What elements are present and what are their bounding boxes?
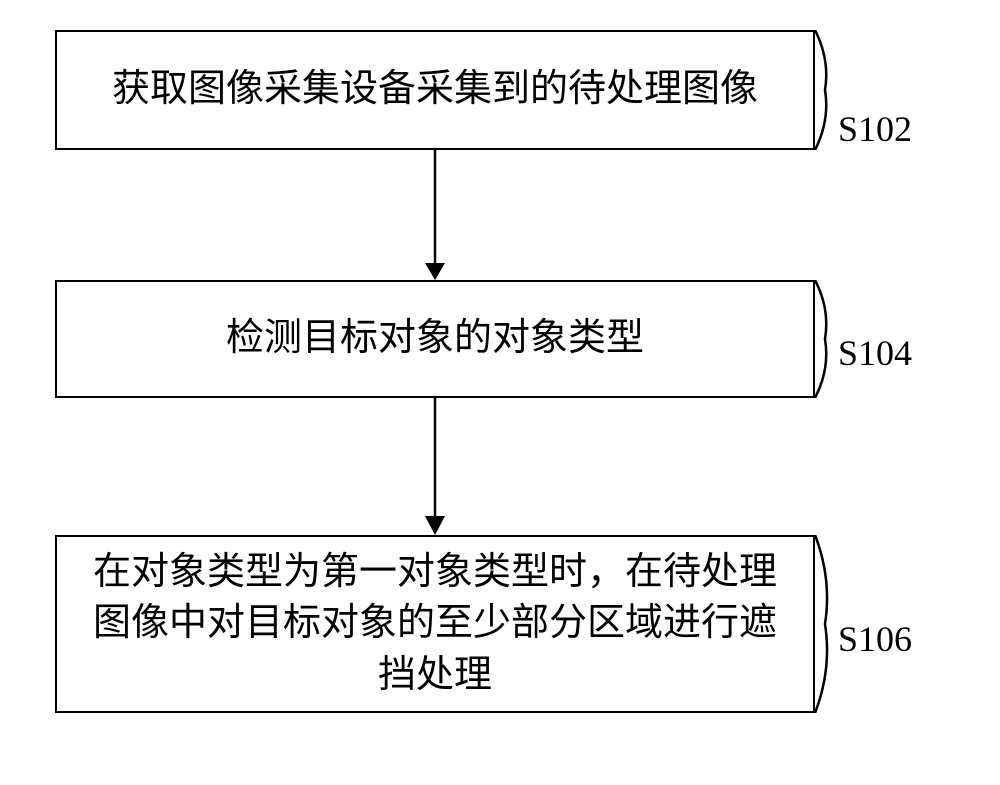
flow-step-label-s102: S102 <box>838 108 912 150</box>
flow-step-label-s104: S104 <box>838 332 912 374</box>
flow-step-s102: 获取图像采集设备采集到的待处理图像 <box>55 30 815 150</box>
flow-arrow <box>415 398 455 537</box>
flow-step-text: 检测目标对象的对象类型 <box>226 313 644 364</box>
flow-step-text: 获取图像采集设备采集到的待处理图像 <box>112 64 758 115</box>
flow-step-s106: 在对象类型为第一对象类型时，在待处理图像中对目标对象的至少部分区域进行遮挡处理 <box>55 535 815 713</box>
flow-arrow <box>415 150 455 282</box>
flow-step-label-s106: S106 <box>838 618 912 660</box>
flowchart-canvas: 获取图像采集设备采集到的待处理图像 S102 检测目标对象的对象类型 S104 在对象类… <box>0 0 1000 785</box>
flow-step-text: 在对象类型为第一对象类型时，在待处理图像中对目标对象的至少部分区域进行遮挡处理 <box>77 547 793 701</box>
flow-step-s104: 检测目标对象的对象类型 <box>55 280 815 398</box>
